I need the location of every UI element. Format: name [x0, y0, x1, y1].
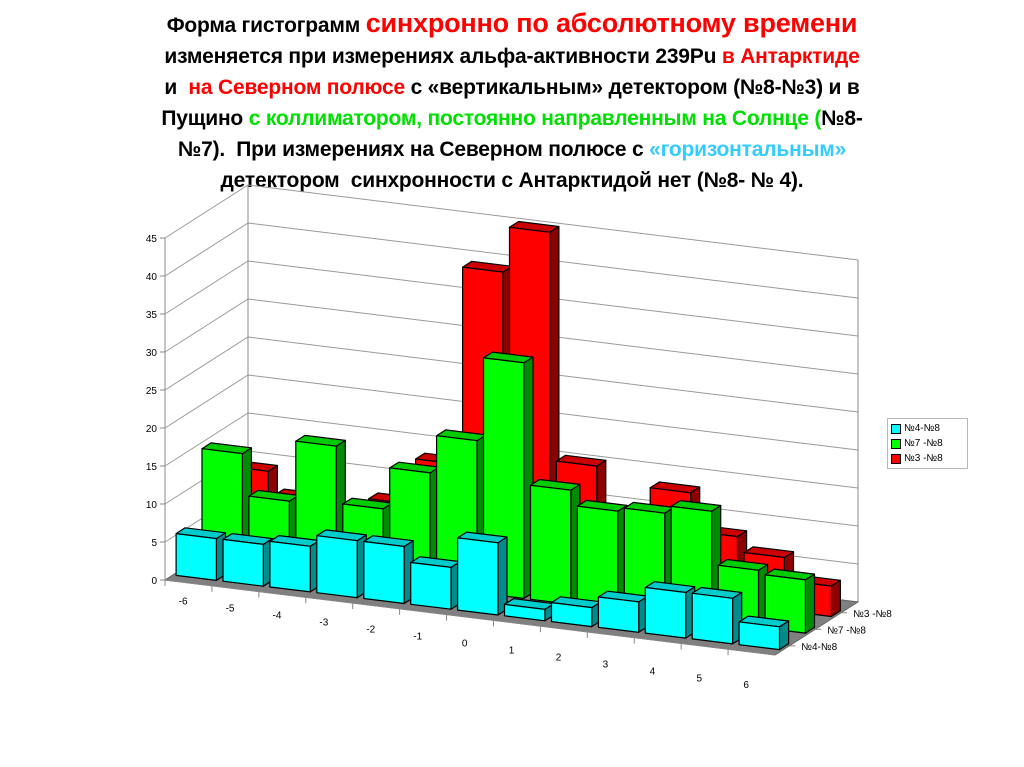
bar-front	[529, 484, 572, 605]
title-text: детектором синхронности с Антарктидой не…	[220, 169, 804, 192]
bar-side	[804, 573, 816, 634]
bar-front	[410, 561, 452, 610]
x-tick-label: 3	[603, 659, 609, 670]
bar	[691, 586, 743, 645]
x-tick-label: -2	[366, 624, 375, 635]
title-line-5: №7). При измерениях на Северном полюсе с…	[40, 134, 984, 165]
bar	[269, 534, 320, 593]
title-line-4: Пущино с коллиматором, постоянно направл…	[40, 103, 984, 134]
chart-axes: 051015202530354045-6-5-4-3-2-10123456№4-…	[146, 234, 892, 691]
legend-swatch-red	[891, 453, 901, 464]
x-tick-label: 4	[650, 666, 656, 677]
y-tick-label: 15	[146, 462, 158, 473]
bar-front	[269, 540, 311, 593]
title-highlight-red: на Северном полюсе	[188, 76, 405, 99]
bar	[222, 532, 273, 587]
bar-front	[316, 535, 358, 599]
bar	[764, 568, 816, 634]
bar	[529, 478, 581, 605]
chart-legend: №4-№8 №7 -№8 №3 -№8	[887, 418, 968, 469]
bar	[175, 527, 227, 582]
title-highlight-green: с коллиматором, постоянно направленным н…	[248, 107, 822, 130]
bar-front	[363, 540, 405, 605]
legend-item: №7 -№8	[891, 436, 964, 451]
title-text: Форма гистограмм	[166, 14, 366, 37]
legend-label: №4-№8	[904, 423, 940, 434]
x-axis	[164, 579, 776, 656]
x-tick-label: 0	[462, 638, 468, 649]
legend-label: №3 -№8	[904, 453, 943, 464]
bar	[316, 529, 367, 599]
bar-front	[738, 621, 781, 651]
title-text: Пущино	[161, 107, 249, 130]
title-highlight-red: синхронно по абсолютному времени	[365, 8, 858, 38]
bar-front	[503, 603, 546, 622]
x-tick-label: 6	[743, 680, 749, 691]
bar-front	[222, 538, 264, 587]
x-tick-label: -1	[413, 631, 422, 642]
bar-front	[691, 592, 734, 645]
bar	[576, 499, 628, 611]
bar-front	[457, 537, 499, 616]
bar-front	[644, 586, 687, 639]
bar	[363, 535, 414, 605]
y-tick-label: 25	[146, 386, 158, 397]
bar	[457, 531, 508, 616]
legend-swatch-cyan	[891, 423, 901, 434]
title-line-6: детектором синхронности с Антарктидой не…	[40, 165, 984, 196]
x-tick-label: 2	[556, 652, 562, 663]
bar	[550, 596, 602, 628]
bar	[738, 615, 790, 651]
x-tick-label: -3	[319, 618, 328, 629]
x-tick-label: -5	[226, 604, 235, 615]
y-tick-label: 5	[151, 538, 157, 549]
legend-swatch-green	[891, 438, 901, 449]
legend-item: №3 -№8	[891, 451, 964, 466]
title-highlight-red: в Антарктиде	[721, 45, 860, 68]
y-tick-label: 0	[151, 576, 157, 587]
y-tick-label: 10	[146, 500, 158, 511]
x-tick-label: 1	[509, 645, 515, 656]
bar	[597, 590, 649, 633]
x-tick-label: -6	[179, 597, 188, 608]
y-tick-label: 40	[146, 272, 158, 283]
bar	[644, 581, 696, 639]
title-line-1: Форма гистограмм синхронно по абсолютном…	[40, 8, 984, 41]
bar-front	[175, 532, 217, 582]
bar-front	[550, 601, 593, 628]
y-tick-label: 20	[146, 424, 158, 435]
title-line-3: и на Северном полюсе с «вертикальным» де…	[40, 72, 984, 103]
depth-label: №3 -№8	[853, 609, 892, 620]
legend-item: №4-№8	[891, 421, 964, 436]
title-text: с «вертикальным» детектором (№8-№3) и в	[404, 76, 860, 99]
title-text: и	[164, 76, 189, 99]
title-text: №8-	[821, 107, 863, 130]
slide-title: Форма гистограмм синхронно по абсолютном…	[40, 8, 984, 196]
title-line-2: изменяется при измерениях альфа-активнос…	[40, 41, 984, 72]
depth-label: №7 -№8	[827, 625, 866, 636]
legend-label: №7 -№8	[904, 438, 943, 449]
title-highlight-cyan: «горизонтальным»	[649, 138, 847, 161]
bar-front	[764, 574, 807, 634]
title-text: №7). При измерениях на Северном полюсе с	[177, 138, 650, 161]
bar	[410, 556, 461, 610]
y-tick-label: 30	[146, 348, 158, 359]
bar-front	[597, 596, 640, 633]
y-tick-label: 35	[146, 310, 158, 321]
chart-bars	[175, 220, 842, 651]
title-text: изменяется при измерениях альфа-активнос…	[164, 45, 722, 68]
x-tick-label: 5	[696, 673, 702, 684]
depth-label: №4-№8	[801, 642, 837, 653]
y-tick-label: 45	[146, 234, 158, 245]
x-tick-label: -4	[273, 611, 282, 622]
